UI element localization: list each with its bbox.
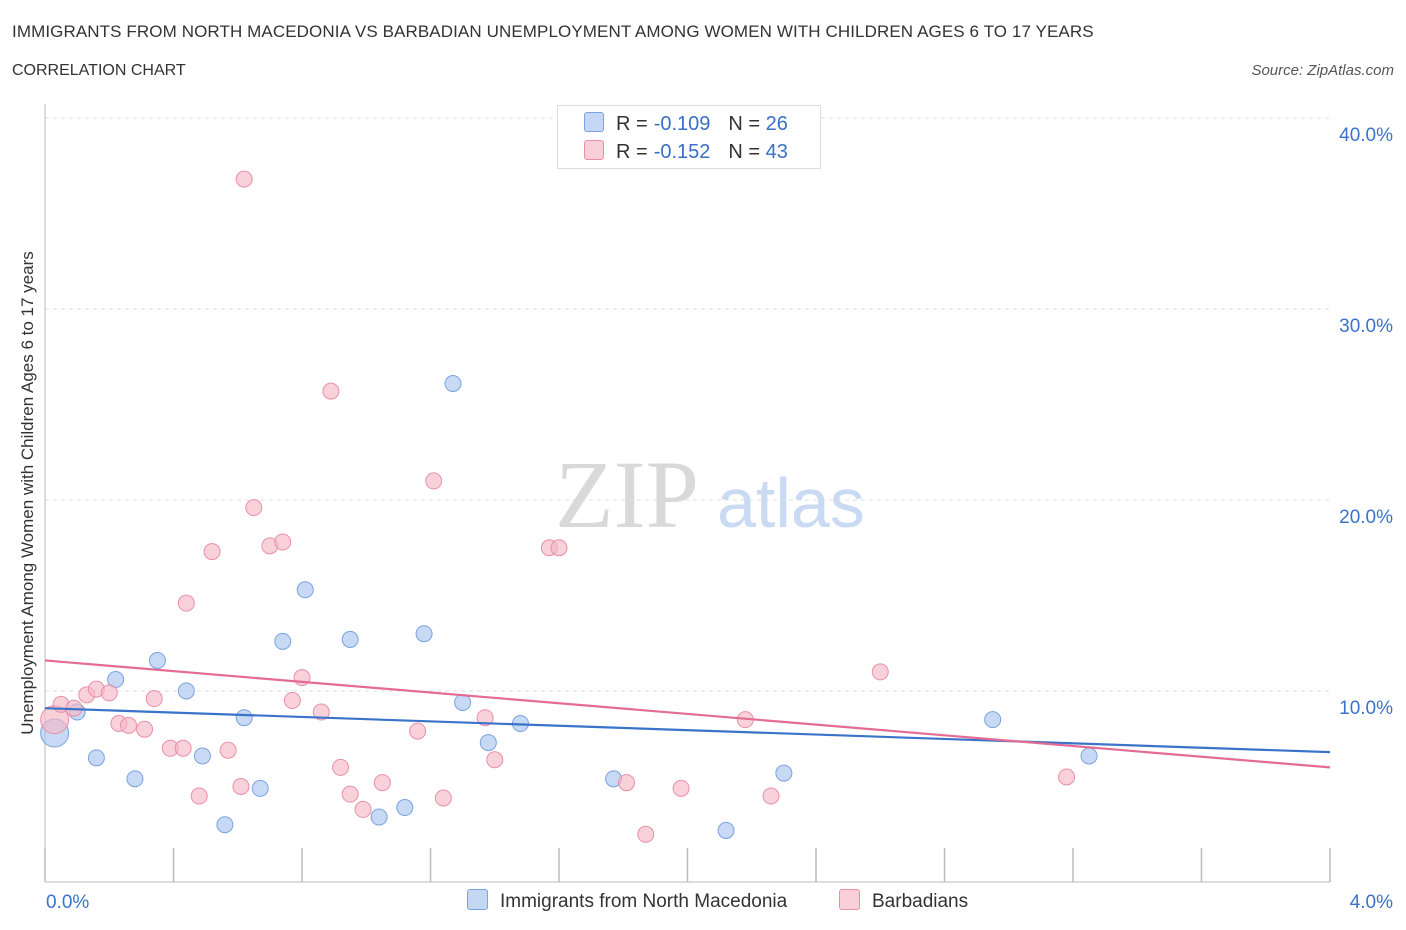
y-axis-label: Unemployment Among Women with Children A… <box>18 251 37 735</box>
y-tick-label: 30.0% <box>1339 316 1393 337</box>
point-north-macedonia <box>193 747 211 765</box>
point-north-macedonia <box>251 779 269 797</box>
watermark-zip: ZIP <box>555 441 699 548</box>
point-north-macedonia <box>415 625 433 643</box>
point-north-macedonia <box>177 682 195 700</box>
point-north-macedonia <box>274 632 292 650</box>
point-barbadians <box>283 692 301 710</box>
tick-labels: 10.0% 20.0% 30.0% 40.0% 0.0% 4.0% <box>46 125 1393 913</box>
point-barbadians <box>312 703 330 721</box>
y-tick-label: 10.0% <box>1339 698 1393 719</box>
legend-r-label: R = <box>616 141 648 163</box>
legend-row-north-macedonia: R = -0.109 N = 26 <box>584 112 788 136</box>
x-tick-label: 4.0% <box>1350 892 1393 913</box>
point-barbadians <box>136 720 154 738</box>
point-north-macedonia <box>984 711 1002 729</box>
point-barbadians <box>145 690 163 708</box>
y-tick-label: 40.0% <box>1339 125 1393 146</box>
point-north-macedonia <box>370 808 388 826</box>
point-barbadians <box>762 787 780 805</box>
point-north-macedonia <box>216 816 234 834</box>
point-north-macedonia <box>1080 747 1098 765</box>
point-barbadians <box>203 543 221 561</box>
point-north-macedonia <box>717 821 735 839</box>
point-barbadians <box>476 709 494 727</box>
point-north-macedonia <box>775 764 793 782</box>
trend-lines <box>44 659 1331 769</box>
axes <box>44 104 1331 883</box>
watermark: ZIP atlas <box>555 441 865 548</box>
legend-n-value: 43 <box>765 141 788 163</box>
watermark-atlas: atlas <box>717 464 865 542</box>
point-barbadians <box>219 741 237 759</box>
point-barbadians <box>232 778 250 795</box>
point-barbadians <box>1058 768 1076 786</box>
bottom-legend-label: Barbadians <box>872 891 969 912</box>
point-north-macedonia <box>396 799 414 817</box>
point-barbadians <box>409 722 427 740</box>
point-barbadians <box>274 533 292 551</box>
point-north-macedonia <box>454 693 472 711</box>
point-barbadians <box>425 472 443 490</box>
point-barbadians <box>100 684 118 702</box>
point-barbadians <box>190 787 208 805</box>
legend-swatch-pink <box>584 140 604 160</box>
legend-n-value: 26 <box>765 113 788 135</box>
point-barbadians <box>617 774 635 792</box>
legend-r-value: -0.152 <box>653 141 711 163</box>
point-barbadians <box>637 825 655 843</box>
point-barbadians <box>550 539 568 557</box>
legend-n-label: N = <box>728 113 761 135</box>
point-barbadians <box>245 499 263 517</box>
bottom-legend-label: Immigrants from North Macedonia <box>500 891 788 912</box>
point-barbadians <box>871 663 889 681</box>
bottom-legend-north-macedonia: Immigrants from North Macedonia <box>467 889 787 913</box>
correlation-legend: R = -0.109 N = 26 R = -0.152 N = 43 <box>557 105 821 169</box>
point-barbadians <box>434 789 452 807</box>
point-barbadians <box>373 774 391 792</box>
point-barbadians <box>486 751 504 769</box>
legend-r-value: -0.109 <box>653 113 711 135</box>
y-tick-label: 20.0% <box>1339 507 1393 528</box>
legend-row-barbadians: R = -0.152 N = 43 <box>584 140 788 164</box>
legend-swatch-blue <box>584 112 604 132</box>
point-north-macedonia <box>444 374 462 392</box>
point-north-macedonia <box>87 749 105 767</box>
legend-r-label: R = <box>616 113 648 135</box>
point-north-macedonia <box>479 734 497 752</box>
point-barbadians <box>354 800 372 818</box>
point-north-macedonia <box>235 709 253 727</box>
point-barbadians <box>174 739 192 757</box>
point-barbadians <box>177 594 195 612</box>
point-barbadians <box>235 170 253 188</box>
x-tick-label: 0.0% <box>46 892 89 913</box>
point-north-macedonia <box>296 581 314 599</box>
bottom-legend-swatch-pink <box>839 889 860 910</box>
point-north-macedonia <box>148 651 166 669</box>
trend-line-north-macedonia <box>44 707 1331 754</box>
trend-line-barbadians <box>44 659 1331 769</box>
point-north-macedonia <box>126 770 144 788</box>
point-barbadians <box>332 758 350 776</box>
point-barbadians <box>341 785 359 803</box>
gridlines <box>45 117 1330 692</box>
bottom-legend-barbadians: Barbadians <box>839 889 968 913</box>
point-barbadians <box>672 779 690 797</box>
point-north-macedonia <box>341 630 359 648</box>
point-barbadians <box>322 382 340 400</box>
chart-subtitle: CORRELATION CHART <box>12 62 186 79</box>
legend-n-label: N = <box>728 141 761 163</box>
bottom-legend-swatch-blue <box>467 889 488 910</box>
source-label: Source: ZipAtlas.com <box>1251 62 1394 79</box>
chart-title: IMMIGRANTS FROM NORTH MACEDONIA VS BARBA… <box>12 22 1094 41</box>
point-barbadians <box>120 716 138 734</box>
